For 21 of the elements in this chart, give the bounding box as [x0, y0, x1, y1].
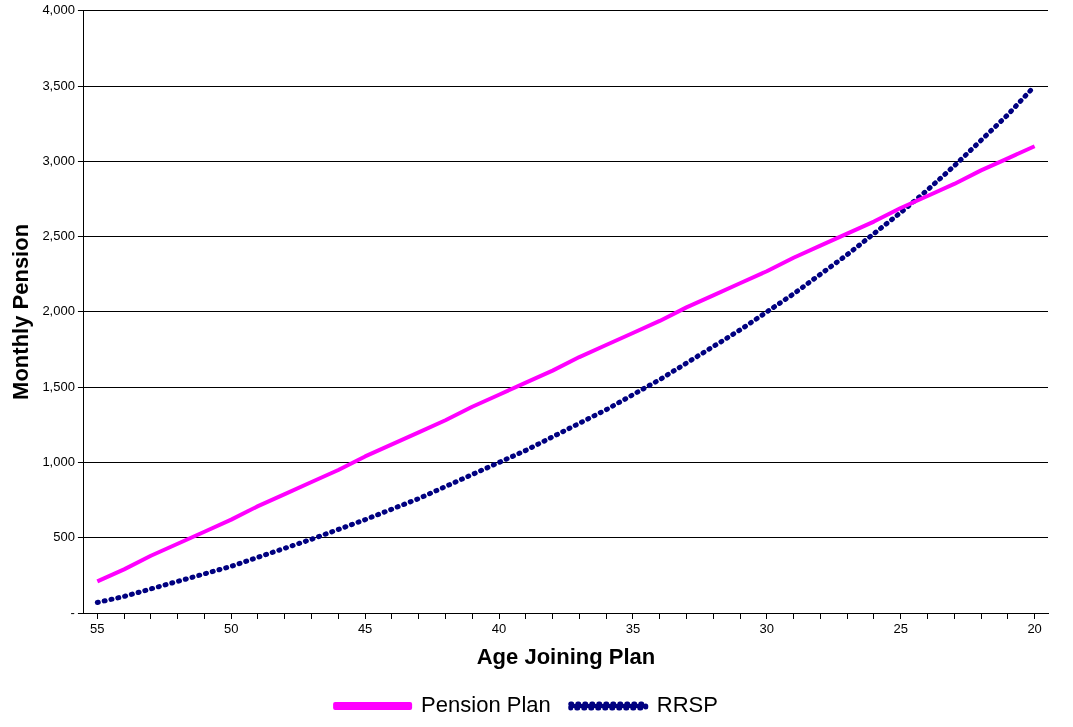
y-tick-label: 1,000: [42, 454, 75, 470]
x-tick-label: 35: [625, 621, 641, 637]
y-tick-label: 2,000: [42, 303, 75, 319]
y-axis-title: Monthly Pension: [8, 223, 34, 400]
x-tick-label: 30: [759, 621, 775, 637]
x-tick-label: 20: [1027, 621, 1042, 637]
y-tick-label: 2,500: [42, 228, 75, 244]
x-tick-label: 50: [223, 621, 239, 637]
legend-label: Pension Plan: [421, 692, 551, 718]
x-tick-label: 40: [491, 621, 507, 637]
y-tick-label: 4,000: [42, 2, 75, 18]
y-tick-label: 1,500: [42, 378, 75, 394]
y-tick-label: 3,500: [42, 77, 75, 93]
legend-label: RRSP: [656, 692, 718, 718]
x-tick-label: 45: [357, 621, 373, 637]
y-tick-label: 3,000: [42, 152, 75, 168]
x-tick-label: 55: [90, 621, 105, 637]
y-tick-label: -: [70, 604, 75, 620]
x-tick-label: 25: [893, 621, 908, 637]
x-axis-title: Age Joining Plan: [476, 643, 656, 669]
y-tick-label: 500: [53, 529, 75, 545]
